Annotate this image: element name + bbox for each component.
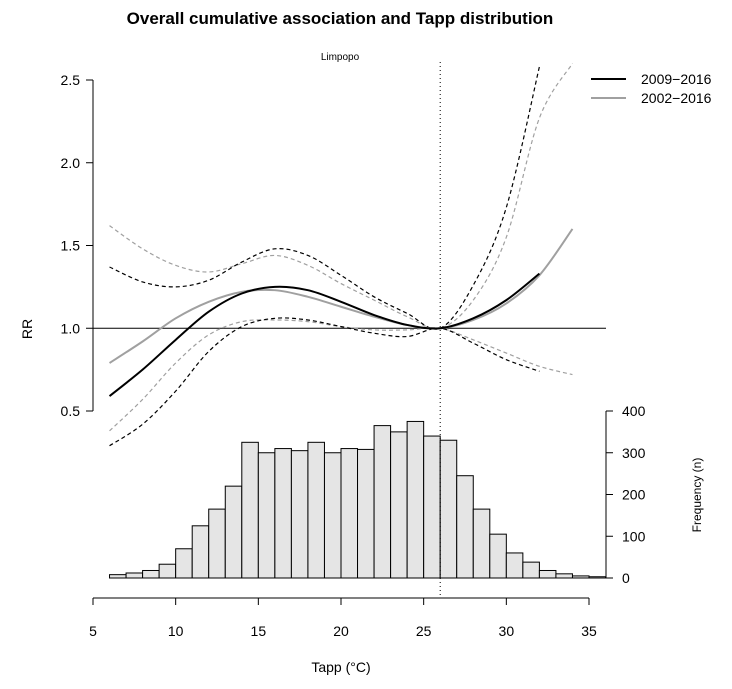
histogram-bar	[505, 552, 524, 579]
y-tick-label: 1.0	[61, 320, 81, 336]
y2-axis-label: Frequency (n)	[690, 458, 704, 533]
y2-tick-label: 400	[622, 403, 646, 419]
y2-tick-label: 0	[622, 570, 630, 586]
ci-upper-2009-2016	[109, 66, 540, 330]
histogram-bar	[373, 425, 392, 579]
x-axis-label: Tapp (°C)	[311, 659, 370, 675]
histogram-bar	[489, 533, 507, 579]
y-tick-label: 2.0	[61, 155, 81, 171]
histogram-bar	[423, 435, 441, 579]
ci-upper-2002-2016	[109, 63, 573, 330]
x-tick-label: 35	[581, 623, 597, 639]
histogram-bar	[357, 448, 375, 579]
legend-label: 2002−2016	[641, 90, 712, 106]
histogram-bar	[290, 450, 309, 579]
y2-tick-label: 200	[622, 487, 646, 503]
histogram-bar	[522, 561, 540, 579]
rr-curve-2009-2016	[108, 272, 541, 397]
y-tick-label: 1.5	[61, 238, 81, 254]
histogram-bar	[125, 572, 144, 579]
histogram-bar	[109, 574, 127, 579]
x-tick-label: 10	[168, 623, 184, 639]
y-axis-label: RR	[19, 319, 35, 339]
histogram-bar	[456, 475, 474, 579]
y-tick-label: 0.5	[61, 403, 81, 419]
histogram-bar	[158, 563, 177, 579]
plot-layer: 5 10 15 20 25 30 35 0.5 1.0 1.5 2.0 2.5 0 100 200 300 40…	[61, 62, 712, 639]
x-tick-label: 15	[251, 623, 267, 639]
ci-lower-2009-2016	[109, 317, 540, 447]
y-tick-label: 2.5	[61, 72, 81, 88]
histogram-bar	[208, 508, 226, 579]
histogram-bar	[406, 420, 425, 579]
y2-tick-label: 300	[622, 445, 646, 461]
histogram-bar	[224, 485, 243, 579]
chart-subtitle: Limpopo	[321, 52, 360, 63]
histogram-bar	[175, 548, 193, 579]
histogram-bar	[241, 441, 259, 579]
rr-curve-2002-2016	[108, 228, 574, 364]
histogram-bar	[191, 525, 210, 579]
histogram-bar	[274, 448, 292, 579]
x-tick-label: 20	[333, 623, 349, 639]
histogram-bar	[142, 569, 160, 579]
x-tick-label: 25	[416, 623, 432, 639]
x-tick-label: 5	[89, 623, 97, 639]
histogram-bar	[257, 452, 276, 579]
histogram-bar	[571, 575, 590, 579]
y2-tick-label: 100	[622, 528, 646, 544]
histogram-bar	[538, 569, 557, 579]
histogram-bar	[472, 508, 491, 579]
histogram-bar	[439, 439, 458, 579]
legend-label: 2009−2016	[641, 71, 712, 87]
x-tick-label: 30	[499, 623, 515, 639]
chart-title: Overall cumulative association and Tapp …	[127, 9, 554, 28]
histogram-bar	[340, 448, 359, 579]
histogram-bar	[588, 576, 607, 579]
histogram-bar	[390, 431, 408, 579]
histogram-bar	[307, 441, 325, 579]
histogram-bar	[555, 573, 573, 579]
histogram-bar	[323, 452, 342, 579]
